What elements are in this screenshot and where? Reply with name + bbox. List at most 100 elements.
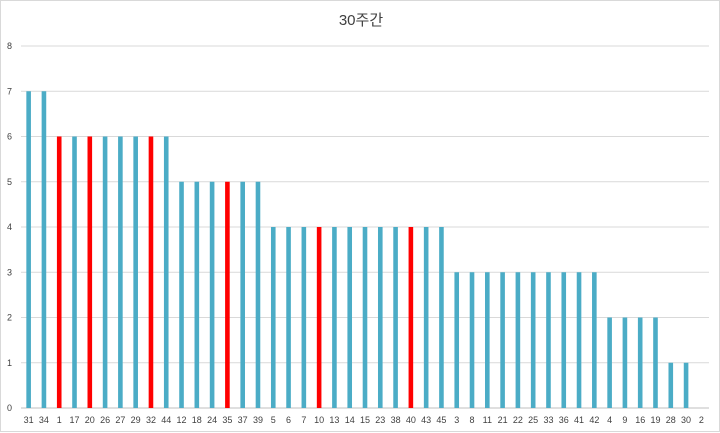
x-tick-label: 43 [421,415,431,425]
x-tick-label: 17 [70,415,80,425]
y-tick-label: 7 [7,86,12,96]
x-tick-label: 11 [483,415,492,425]
bar-5 [270,227,276,408]
bar-24 [209,181,215,408]
x-tick-label: 21 [498,415,508,425]
chart-title: 30주간 [339,12,383,29]
y-tick-label: 8 [7,41,12,51]
x-tick-label: 12 [177,415,187,425]
x-tick-label: 36 [559,415,569,425]
y-tick-label: 5 [7,177,12,187]
bar-40 [408,227,414,408]
bar-23 [377,227,383,408]
bar-33 [546,272,551,408]
bar-25 [530,272,536,408]
bar-6 [286,227,291,408]
x-tick-label: 33 [543,415,553,425]
x-tick-label: 27 [115,415,125,425]
x-tick-label: 35 [222,415,232,425]
x-tick-label: 22 [513,415,523,425]
y-tick-label: 1 [7,358,12,368]
bar-38 [393,227,398,408]
x-tick-label: 1 [57,415,62,425]
x-tick-label: 37 [238,415,248,425]
bar-32 [148,136,154,408]
bar-22 [515,272,521,408]
x-tick-label: 3 [454,415,459,425]
x-tick-label: 10 [314,415,324,425]
bar-34 [41,91,47,408]
bar-9 [622,317,628,408]
bar-7 [301,227,307,408]
bar-20 [87,136,93,408]
x-tick-label: 14 [345,415,355,425]
bar-31 [26,91,31,408]
x-tick-label: 20 [85,415,95,425]
x-tick-label: 29 [131,415,141,425]
x-tick-label: 41 [574,415,584,425]
bar-15 [362,227,368,408]
bar-18 [194,181,200,408]
bar-45 [439,227,444,408]
x-tick-label: 8 [470,415,475,425]
x-tick-label: 23 [375,415,385,425]
bar-4 [607,317,612,408]
x-tick-label: 30 [681,415,691,425]
bar-35 [225,181,230,408]
x-tick-label: 34 [39,415,49,425]
x-tick-label: 15 [360,415,370,425]
bar-44 [163,136,169,408]
x-tick-label: 40 [406,415,416,425]
y-tick-label: 2 [7,313,12,323]
bar-8 [469,272,475,408]
bar-19 [653,317,658,408]
x-tick-label: 9 [622,415,627,425]
x-tick-label: 19 [650,415,660,425]
bar-26 [102,136,108,408]
bar-3 [454,272,460,408]
bar-27 [118,136,123,408]
x-tick-label: 32 [146,415,156,425]
x-tick-label: 44 [161,415,171,425]
x-tick-label: 13 [329,415,339,425]
bar-21 [500,272,505,408]
bar-10 [316,227,322,408]
x-tick-label: 26 [100,415,110,425]
x-tick-label: 38 [391,415,401,425]
x-tick-label: 42 [589,415,599,425]
bars [26,91,689,408]
bar-14 [347,227,353,408]
bar-12 [179,181,184,408]
y-tick-label: 0 [7,403,12,413]
x-tick-label: 4 [607,415,612,425]
bar-36 [561,272,567,408]
x-tick-label: 2 [699,415,704,425]
y-tick-label: 4 [7,222,12,232]
bar-42 [592,272,597,408]
x-tick-label: 7 [301,415,306,425]
x-tick-label: 31 [24,415,34,425]
bar-28 [668,362,674,408]
bar-11 [485,272,490,408]
x-tick-label: 25 [528,415,538,425]
y-tick-label: 3 [7,267,12,277]
bar-17 [72,136,77,408]
bar-39 [255,181,261,408]
bar-29 [133,136,138,408]
y-tick-label: 6 [7,132,12,142]
x-tick-label: 39 [253,415,263,425]
bar-43 [423,227,429,408]
x-tick-label: 16 [635,415,645,425]
x-tick-label: 5 [271,415,276,425]
bar-41 [576,272,582,408]
x-tick-label: 18 [192,415,202,425]
x-tick-label: 24 [207,415,217,425]
x-tick-label: 6 [286,415,291,425]
bar-30 [683,362,689,408]
x-tick-label: 28 [666,415,676,425]
x-tick-label: 45 [436,415,446,425]
bar-13 [332,227,337,408]
x-axis-ticks: 31 34 1 17 20 26 27 29 32 44 12 18 24 35 37 39 5 6 7 10 13 14… [24,415,704,425]
